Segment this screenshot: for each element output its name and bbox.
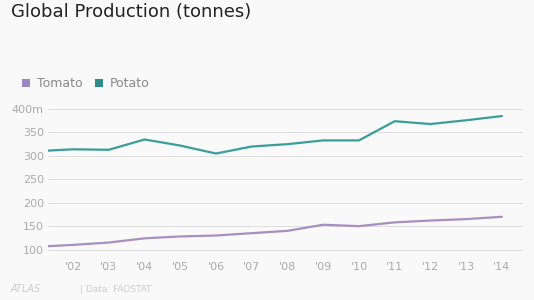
Text: Global Production (tonnes): Global Production (tonnes) bbox=[11, 3, 251, 21]
Text: | Data: FAOSTAT: | Data: FAOSTAT bbox=[80, 285, 152, 294]
Text: ATLAS: ATLAS bbox=[11, 284, 41, 294]
Legend: Tomato, Potato: Tomato, Potato bbox=[17, 72, 155, 95]
